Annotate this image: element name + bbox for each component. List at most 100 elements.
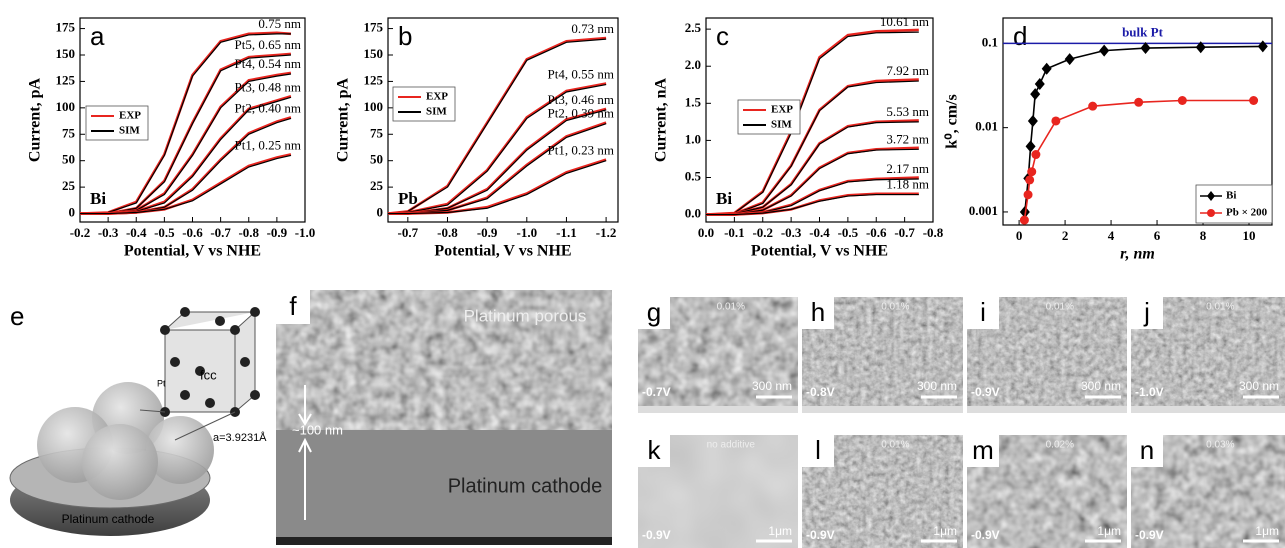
panel-text: 0.01% xyxy=(1046,302,1074,313)
curve-label: 10.61 nm xyxy=(880,14,929,29)
y-axis-title: Current, pA xyxy=(335,77,352,162)
x-tick-label: -0.7 xyxy=(894,225,915,240)
x-tick-label: -0.4 xyxy=(126,225,147,240)
x-tick-label: -1.0 xyxy=(516,225,537,240)
x-tick-label: -0.3 xyxy=(98,225,119,240)
x-tick-label: -1.0 xyxy=(295,225,316,240)
panel-text: 0.01% xyxy=(1206,302,1234,313)
label-box xyxy=(1131,435,1163,467)
x-tick-label: 10 xyxy=(1243,228,1256,243)
y-tick-label: 0.0 xyxy=(685,206,701,221)
x-tick-label: 4 xyxy=(1108,228,1115,243)
y-tick-label: 50 xyxy=(370,152,383,167)
legend-label: SIM xyxy=(771,119,792,131)
legend-label: EXP xyxy=(426,91,448,103)
x-tick-label: 8 xyxy=(1200,228,1207,243)
panel-text: Platinum porous xyxy=(464,306,587,325)
legend-box xyxy=(392,86,456,122)
legend-label: Bi xyxy=(1226,190,1236,202)
y-tick-label: 1.5 xyxy=(685,94,702,109)
panel-label: l xyxy=(815,435,821,465)
legend-marker xyxy=(1207,191,1215,201)
x-tick-label: -0.5 xyxy=(838,225,859,240)
x-tick-label: -0.1 xyxy=(724,225,745,240)
y-tick-label: 100 xyxy=(56,99,76,114)
panel-text: -0.9V xyxy=(1135,528,1164,542)
marker xyxy=(1027,167,1037,177)
x-tick-label: -0.3 xyxy=(781,225,802,240)
marker xyxy=(1177,95,1187,105)
annotation: Bi xyxy=(716,189,732,208)
panel-text: 1μm xyxy=(768,524,792,538)
x-tick-label: -0.9 xyxy=(477,225,498,240)
marker xyxy=(1019,215,1029,225)
x-tick-label: -0.7 xyxy=(398,225,419,240)
panel-e-diagram xyxy=(9,307,260,536)
legend-label: SIM xyxy=(426,106,447,118)
curve-label: Pt5, 0.65 nm xyxy=(235,37,301,52)
x-tick-label: -0.7 xyxy=(210,225,231,240)
x-tick-label: 2 xyxy=(1062,228,1069,243)
x-tick-label: -0.5 xyxy=(154,225,175,240)
plot-frame xyxy=(1002,17,1273,226)
legend-label: EXP xyxy=(119,110,141,122)
panel-text: 0.03% xyxy=(1206,440,1234,451)
panel-text: 1μm xyxy=(1097,524,1121,538)
curve-label: 7.92 nm xyxy=(886,63,929,78)
x-tick-label: -0.4 xyxy=(809,225,830,240)
panel-text: a=3.9231Å xyxy=(213,431,267,444)
panel-label: e xyxy=(10,301,24,331)
x-tick-label: -0.2 xyxy=(70,225,91,240)
legend-box xyxy=(85,105,149,141)
curve-0 xyxy=(388,107,607,215)
sem-info-bar xyxy=(967,406,1127,413)
sem-porous xyxy=(276,290,612,430)
marker xyxy=(1025,175,1035,185)
panel-text: 1μm xyxy=(933,524,957,538)
panel-text: no additive xyxy=(707,440,756,451)
panel-text: -0.7V xyxy=(642,385,671,399)
legend-label: Pb × 200 xyxy=(1226,207,1268,219)
y-tick-label: 0.001 xyxy=(969,203,998,218)
marker xyxy=(1025,140,1036,153)
y-tick-label: 0 xyxy=(377,205,384,220)
x-axis-title: Potential, V vs NHE xyxy=(124,243,261,260)
marker xyxy=(1031,150,1041,160)
y-tick-label: 175 xyxy=(56,20,76,35)
y-axis-title: Current, pA xyxy=(27,77,44,162)
panel-label: c xyxy=(716,21,729,51)
curve-label: 3.72 nm xyxy=(886,131,929,146)
series-line xyxy=(1023,99,1254,221)
y-tick-label: 1.0 xyxy=(685,131,701,146)
sem-info-bar xyxy=(802,406,963,413)
sem-info-bar xyxy=(638,406,798,413)
label-box xyxy=(638,297,670,329)
y-axis-title: k⁰, cm/s xyxy=(944,94,961,148)
panel-text: 300 nm xyxy=(752,379,792,393)
panel-label: k xyxy=(648,435,662,465)
x-tick-label: -0.9 xyxy=(267,225,288,240)
panel-label: n xyxy=(1140,435,1154,465)
curve-label: Pt3, 0.46 nm xyxy=(548,92,614,107)
x-tick-label: 0 xyxy=(1016,228,1023,243)
panel-text: fcc xyxy=(200,367,217,382)
y-tick-label: 0.5 xyxy=(685,168,702,183)
curve-1 xyxy=(388,123,607,215)
marker xyxy=(1099,44,1110,57)
y-tick-label: 150 xyxy=(56,46,76,61)
curve-1 xyxy=(387,38,607,215)
panel-label: h xyxy=(811,297,825,327)
label-box xyxy=(967,297,999,329)
panel-text: Platinum cathode xyxy=(448,475,603,497)
connector xyxy=(139,409,236,441)
annotation: Bi xyxy=(90,189,106,208)
legend-box xyxy=(1195,184,1273,224)
marker xyxy=(1051,116,1061,126)
marker xyxy=(1257,40,1268,53)
y-tick-label: 100 xyxy=(364,99,384,114)
curve-label: Pt4, 0.54 nm xyxy=(235,56,301,71)
thickness-arrows xyxy=(298,385,312,520)
x-tick-label: -0.2 xyxy=(752,225,773,240)
marker xyxy=(1064,53,1075,66)
